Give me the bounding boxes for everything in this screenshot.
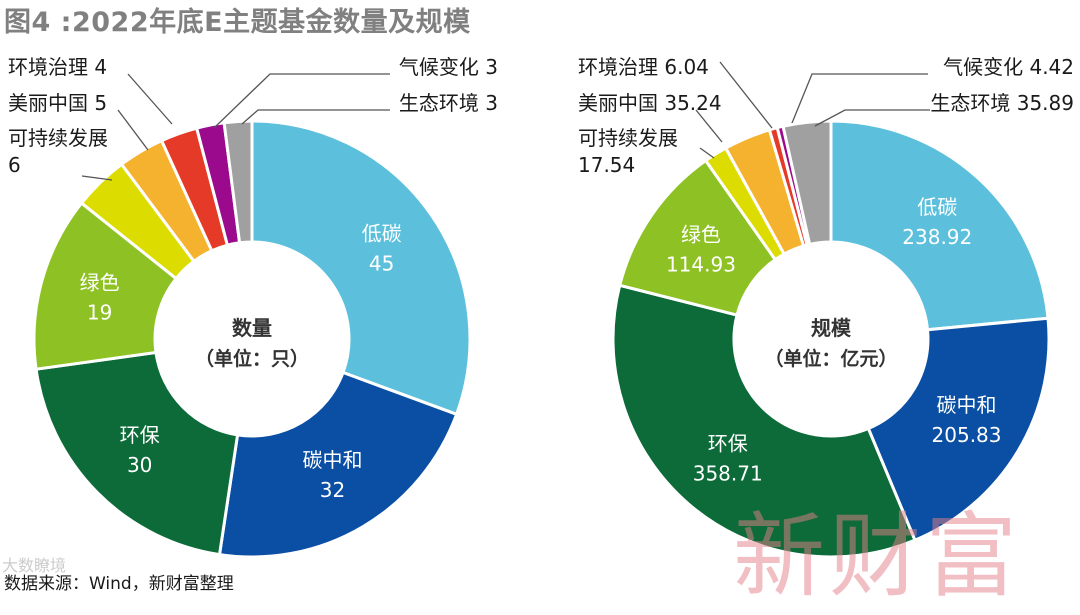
watermark-logo: 新财富 — [733, 503, 1022, 610]
count-slice-ecology — [222, 119, 254, 245]
size-label-low-carbon-value: 238.92 — [902, 225, 972, 249]
size-label-green-value: 114.93 — [666, 252, 736, 276]
size-slice-environmental — [611, 283, 917, 559]
size-label-environmental-value: 358.71 — [693, 462, 763, 486]
size-label-carbon-neutral-value: 205.83 — [932, 423, 1002, 447]
size-label-carbon-neutral-name: 碳中和 — [937, 393, 997, 417]
count-leader-sustainable — [81, 175, 113, 181]
count-slice-environmental — [34, 350, 240, 557]
size-center-title: 规模 — [811, 316, 852, 340]
size-label-beautiful-china: 美丽中国 35.24 — [578, 91, 722, 115]
count-leader-beautiful-china — [117, 109, 149, 151]
watermark-text: 大数瞭境 — [2, 556, 67, 575]
size-label-climate-change: 气候变化 4.42 — [943, 55, 1074, 79]
count-slice-carbon-neutral — [217, 370, 459, 559]
count-leader-ecology — [241, 109, 390, 125]
count-center-title: 数量 — [232, 316, 272, 340]
count-label-environmental-value: 30 — [127, 453, 152, 477]
count-label-environmental-name: 环保 — [120, 423, 160, 447]
count-leader-env-governance — [127, 73, 173, 125]
size-label-environmental-name: 环保 — [708, 432, 748, 456]
count-label-beautiful-china: 美丽中国 5 — [8, 91, 107, 115]
source-note: 数据来源：Wind，新财富整理 — [4, 574, 234, 594]
size-label-sustainable-value: 17.54 — [578, 153, 635, 177]
size-label-low-carbon-name: 低碳 — [917, 195, 957, 219]
count-slice-low-carbon — [250, 119, 472, 417]
size-leader-ecology — [814, 109, 930, 127]
count-center-unit: （单位：只） — [195, 347, 309, 370]
count-label-carbon-neutral-value: 32 — [320, 478, 345, 502]
count-leader-climate-change — [213, 73, 390, 129]
figure-title: 图4 :2022年底E主题基金数量及规模 — [4, 7, 471, 38]
size-label-sustainable-name: 可持续发展 — [578, 126, 678, 150]
size-leader-env-governance — [719, 61, 773, 129]
size-label-ecology: 生态环境 35.89 — [930, 91, 1074, 115]
count-label-sustainable-name: 可持续发展 — [8, 126, 108, 150]
count-label-low-carbon-name: 低碳 — [362, 222, 402, 246]
size-center-unit: （单位：亿元） — [764, 347, 897, 370]
size-slice-ecology — [781, 119, 833, 247]
size-leader-climate-change — [789, 73, 928, 129]
size-label-green-name: 绿色 — [681, 222, 721, 246]
size-slice-carbon-neutral — [866, 316, 1051, 543]
count-label-ecology: 生态环境 3 — [399, 91, 498, 115]
count-label-low-carbon-value: 45 — [369, 252, 394, 276]
count-label-sustainable-value: 6 — [8, 153, 21, 177]
size-leader-beautiful-china — [695, 109, 723, 143]
count-label-green-name: 绿色 — [80, 270, 120, 294]
count-label-green-value: 19 — [87, 300, 112, 324]
size-slice-low-carbon — [829, 119, 1050, 332]
count-label-env-governance: 环境治理 4 — [8, 55, 107, 79]
size-label-env-governance: 环境治理 6.04 — [578, 55, 709, 79]
count-label-climate-change: 气候变化 3 — [399, 55, 498, 79]
size-leader-sustainable — [699, 147, 715, 159]
count-slice-green — [32, 200, 179, 371]
donut-charts: 低碳 45 碳中和 32 环保 30 绿色 19 可持续发展 6 美丽中国 5 环境治理 4 气候变化 … — [8, 55, 1074, 559]
count-label-carbon-neutral-name: 碳中和 — [302, 448, 362, 472]
